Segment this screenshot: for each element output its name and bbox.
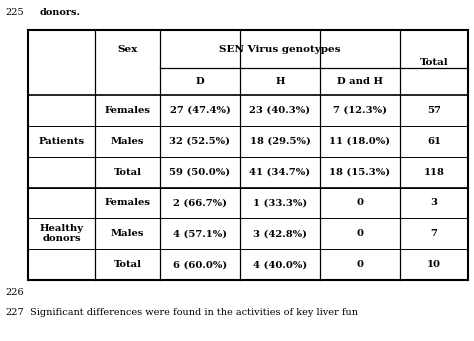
Text: Total: Total [419, 58, 448, 67]
Text: 227: 227 [5, 308, 24, 317]
Text: 6 (60.0%): 6 (60.0%) [173, 260, 227, 269]
Text: 11 (18.0%): 11 (18.0%) [329, 137, 391, 146]
Text: 4 (40.0%): 4 (40.0%) [253, 260, 307, 269]
Text: 18 (29.5%): 18 (29.5%) [250, 137, 310, 146]
Text: Females: Females [104, 198, 151, 207]
Text: 32 (52.5%): 32 (52.5%) [170, 137, 230, 146]
Text: 18 (15.3%): 18 (15.3%) [329, 167, 391, 177]
Text: Patients: Patients [38, 137, 84, 146]
Text: 41 (34.7%): 41 (34.7%) [249, 167, 310, 177]
Text: Sex: Sex [118, 44, 137, 54]
Text: 2 (66.7%): 2 (66.7%) [173, 198, 227, 207]
Text: 225: 225 [5, 8, 24, 17]
Text: 4 (57.1%): 4 (57.1%) [173, 229, 227, 238]
Text: Males: Males [111, 229, 144, 238]
Text: 23 (40.3%): 23 (40.3%) [249, 106, 310, 115]
Text: 0: 0 [356, 198, 364, 207]
Text: Healthy
donors: Healthy donors [39, 224, 83, 243]
Text: D: D [196, 77, 204, 86]
Text: donors.: donors. [40, 8, 81, 17]
Text: 7 (12.3%): 7 (12.3%) [333, 106, 387, 115]
Text: D and H: D and H [337, 77, 383, 86]
Text: 1 (33.3%): 1 (33.3%) [253, 198, 307, 207]
Text: 118: 118 [424, 167, 445, 177]
Text: 3: 3 [430, 198, 438, 207]
Text: 61: 61 [427, 137, 441, 146]
Text: 0: 0 [356, 260, 364, 269]
Text: Significant differences were found in the activities of key liver fun: Significant differences were found in th… [30, 308, 358, 317]
Text: 10: 10 [427, 260, 441, 269]
Text: 0: 0 [356, 229, 364, 238]
Text: Total: Total [113, 260, 142, 269]
Text: 226: 226 [5, 288, 24, 297]
Text: Males: Males [111, 137, 144, 146]
Text: 59 (50.0%): 59 (50.0%) [169, 167, 230, 177]
Text: SEN Virus genotypes: SEN Virus genotypes [219, 44, 341, 54]
Text: Total: Total [113, 167, 142, 177]
Text: 7: 7 [430, 229, 438, 238]
Text: Females: Females [104, 106, 151, 115]
Text: 3 (42.8%): 3 (42.8%) [253, 229, 307, 238]
Text: H: H [275, 77, 285, 86]
Text: 57: 57 [427, 106, 441, 115]
Text: 27 (47.4%): 27 (47.4%) [170, 106, 230, 115]
